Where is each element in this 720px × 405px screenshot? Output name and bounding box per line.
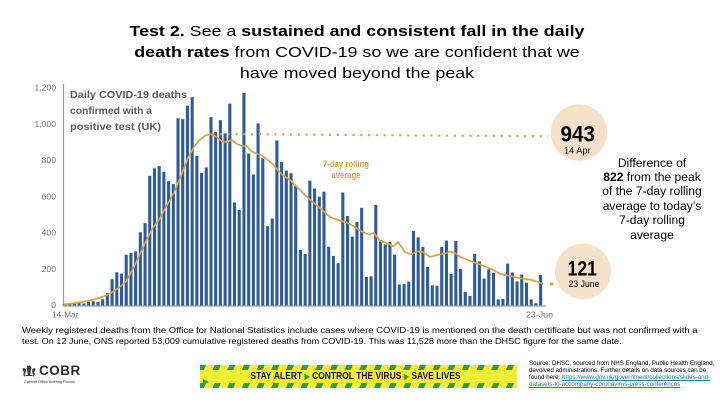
svg-text:200: 200 [42,264,57,274]
svg-text:23 June: 23 June [569,279,600,289]
svg-text:1,000: 1,000 [34,119,56,129]
svg-text:0: 0 [51,300,56,310]
svg-text:121: 121 [568,257,598,281]
svg-text:400: 400 [42,228,57,238]
svg-text:23-Jun: 23-Jun [526,310,553,320]
svg-text:1,200: 1,200 [34,82,56,92]
svg-text:positive test (UK): positive test (UK) [70,122,161,133]
svg-text:7-day rolling: 7-day rolling [323,159,369,169]
svg-text:800: 800 [42,155,57,165]
svg-text:average: average [332,170,361,180]
svg-text:confirmed with a: confirmed with a [70,106,152,117]
svg-text:Daily COVID-19 deaths: Daily COVID-19 deaths [70,90,187,101]
svg-text:14 Apr: 14 Apr [564,146,591,156]
svg-text:600: 600 [42,191,57,201]
svg-text:943: 943 [561,122,596,147]
svg-text:14-Mar: 14-Mar [52,310,79,320]
